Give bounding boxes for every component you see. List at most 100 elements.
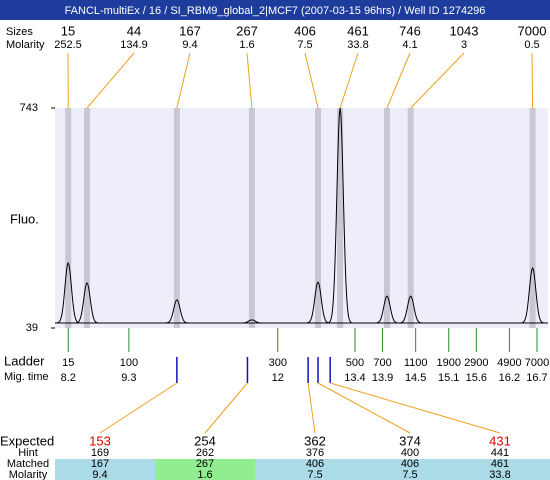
ladder-size: 2900 bbox=[464, 357, 488, 369]
y-tick-label: 39 bbox=[26, 322, 38, 334]
peak-band bbox=[407, 108, 414, 328]
peak-size: 167 bbox=[179, 23, 201, 38]
matched-cell bbox=[55, 459, 155, 480]
expected-connector bbox=[99, 382, 178, 434]
row-label: Mig. time bbox=[4, 371, 49, 383]
row-label: Ladder bbox=[4, 353, 45, 368]
peak-size: 746 bbox=[399, 23, 421, 38]
matched-molarity: 9.4 bbox=[92, 469, 107, 480]
expected-size: 362 bbox=[304, 433, 326, 448]
peak-trace bbox=[306, 281, 330, 324]
expected-size: 153 bbox=[89, 433, 111, 448]
peak-band bbox=[83, 108, 90, 328]
expected-connector bbox=[330, 382, 501, 434]
ladder-time: 16.7 bbox=[526, 372, 547, 384]
peak-molarity: 252.5 bbox=[54, 39, 82, 51]
peak-connector bbox=[531, 52, 534, 109]
peak-trace bbox=[375, 295, 399, 324]
hint-size: 400 bbox=[401, 447, 419, 459]
peak-band bbox=[315, 108, 322, 328]
ladder-size: 300 bbox=[269, 357, 287, 369]
peak-band bbox=[65, 108, 72, 328]
matched-size: 267 bbox=[196, 458, 214, 470]
ladder-time: 13.4 bbox=[344, 372, 365, 384]
peak-band bbox=[337, 108, 344, 328]
peak-trace bbox=[521, 266, 544, 324]
ladder-time: 9.3 bbox=[121, 372, 136, 384]
peak-size: 15 bbox=[61, 23, 75, 38]
ladder-time: 15.6 bbox=[466, 372, 487, 384]
row-label: Hint bbox=[18, 447, 38, 459]
matched-molarity: 7.5 bbox=[402, 469, 417, 480]
peak-connector bbox=[386, 52, 411, 109]
hint-size: 441 bbox=[491, 447, 509, 459]
ladder-size: 4900 bbox=[497, 357, 521, 369]
ladder-time: 14.5 bbox=[405, 372, 426, 384]
peak-size: 267 bbox=[236, 23, 258, 38]
peak-size: 44 bbox=[127, 23, 141, 38]
ladder-size: 700 bbox=[373, 357, 391, 369]
peak-trace bbox=[240, 319, 264, 324]
peak-molarity: 9.4 bbox=[182, 39, 197, 51]
peak-trace bbox=[399, 295, 422, 324]
peak-band bbox=[383, 108, 390, 328]
ladder-size: 100 bbox=[120, 357, 138, 369]
matched-size: 167 bbox=[91, 458, 109, 470]
peak-size: 406 bbox=[294, 23, 316, 38]
row-label: Molarity bbox=[9, 469, 48, 480]
peak-band bbox=[529, 108, 536, 328]
chart-title: FANCL-multiEx / 16 / SI_RBM9_global_2|MC… bbox=[65, 5, 486, 17]
peak-connector bbox=[410, 52, 465, 109]
ladder-time: 13.9 bbox=[372, 372, 393, 384]
matched-size: 406 bbox=[306, 458, 324, 470]
peak-molarity: 1.6 bbox=[239, 39, 254, 51]
row-label: Sizes bbox=[6, 26, 33, 38]
row-label: Expected bbox=[0, 433, 54, 448]
peak-connector bbox=[339, 52, 359, 109]
ladder-size: 1100 bbox=[404, 357, 428, 369]
peak-connector bbox=[176, 52, 191, 109]
expected-size: 254 bbox=[194, 433, 216, 448]
matched-molarity: 7.5 bbox=[307, 469, 322, 480]
matched-cell bbox=[355, 459, 455, 480]
title-bar bbox=[0, 0, 550, 20]
ladder-time: 8.2 bbox=[61, 372, 76, 384]
plot-area bbox=[55, 108, 548, 328]
peak-molarity: 4.1 bbox=[402, 39, 417, 51]
peak-trace bbox=[165, 299, 189, 324]
ladder-time: 16.2 bbox=[499, 372, 520, 384]
hint-size: 169 bbox=[91, 447, 109, 459]
peak-trace bbox=[56, 261, 80, 324]
y-tick-label: 743 bbox=[20, 102, 38, 114]
peak-band bbox=[173, 108, 180, 328]
peak-molarity: 3 bbox=[461, 39, 467, 51]
peak-connector bbox=[304, 52, 319, 109]
expected-connector bbox=[317, 382, 411, 434]
matched-size: 406 bbox=[401, 458, 419, 470]
matched-size: 461 bbox=[491, 458, 509, 470]
ladder-time: 12 bbox=[272, 372, 284, 384]
ladder-size: 15 bbox=[62, 357, 74, 369]
row-label: Molarity bbox=[6, 39, 45, 51]
peak-molarity: 33.8 bbox=[347, 39, 368, 51]
peak-connector bbox=[246, 52, 253, 109]
ladder-time: 15.1 bbox=[438, 372, 459, 384]
peak-molarity: 0.5 bbox=[524, 39, 539, 51]
matched-molarity: 1.6 bbox=[197, 469, 212, 480]
expected-size: 431 bbox=[489, 433, 511, 448]
peak-trace bbox=[328, 107, 352, 323]
peak-connector bbox=[86, 52, 135, 109]
matched-cell bbox=[255, 459, 355, 480]
matched-cell bbox=[455, 459, 550, 480]
matched-molarity: 33.8 bbox=[489, 469, 510, 480]
peak-trace bbox=[75, 282, 99, 324]
y-axis-label: Fluo. bbox=[10, 211, 39, 226]
ladder-size: 1900 bbox=[436, 357, 460, 369]
peak-molarity: 7.5 bbox=[297, 39, 312, 51]
peak-size: 7000 bbox=[518, 23, 547, 38]
expected-size: 374 bbox=[399, 433, 421, 448]
hint-size: 376 bbox=[306, 447, 324, 459]
peak-molarity: 134.9 bbox=[120, 39, 148, 51]
row-label: Matched bbox=[7, 458, 49, 470]
